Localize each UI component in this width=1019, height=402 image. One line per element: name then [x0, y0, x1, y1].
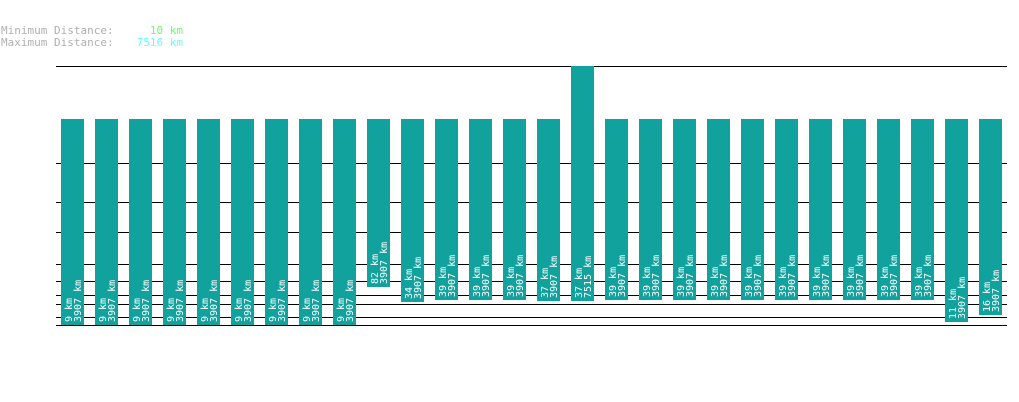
- bar-label-max: 3907 km: [107, 280, 118, 322]
- bar-label-min: 39 km: [812, 267, 823, 297]
- bar: [367, 119, 390, 287]
- bar-label-min: 82 km: [370, 254, 381, 284]
- bar-label-min: 9 km: [200, 298, 211, 322]
- bar-label-min: 9 km: [98, 298, 109, 322]
- bar-label-max: 3907 km: [209, 280, 220, 322]
- bar: [299, 119, 322, 325]
- bar-label-max: 3907 km: [889, 255, 900, 297]
- bar: [809, 119, 832, 300]
- bar-label-max: 3907 km: [515, 255, 526, 297]
- bar: [95, 119, 118, 325]
- min-distance-value: 10 km: [149, 24, 183, 37]
- bar: [469, 119, 492, 300]
- bar: [707, 119, 730, 300]
- bar: [435, 119, 458, 300]
- bar-label-min: 39 km: [846, 267, 857, 297]
- max-distance-label: Maximum Distance:: [1, 36, 114, 49]
- bar-label-min: 39 km: [710, 267, 721, 297]
- bar: [401, 119, 424, 302]
- bar: [61, 119, 84, 325]
- bar-label-max: 3907 km: [481, 255, 492, 297]
- bar-label-max: 3907 km: [413, 257, 424, 299]
- min-distance-label: Minimum Distance:: [1, 24, 114, 37]
- bar-label-max: 3907 km: [277, 280, 288, 322]
- bar: [673, 119, 696, 300]
- bar-label-min: 34 km: [404, 269, 415, 299]
- bar-label-min: 11 km: [948, 289, 959, 319]
- bar-label-max: 3907 km: [651, 255, 662, 297]
- bar-label-min: 37 km: [540, 268, 551, 298]
- bar-label-max: 3907 km: [685, 255, 696, 297]
- bar-label-min: 16 km: [982, 282, 993, 312]
- max-distance-value: 7516 km: [136, 36, 183, 49]
- bar: [537, 119, 560, 301]
- bar-label-max: 3907 km: [549, 256, 560, 298]
- bar-label-min: 9 km: [166, 298, 177, 322]
- bar-label-min: 39 km: [744, 267, 755, 297]
- bar: [775, 119, 798, 300]
- bar-label-max: 3907 km: [991, 270, 1002, 312]
- bar-label-max: 3907 km: [617, 255, 628, 297]
- bar-label-min: 39 km: [608, 267, 619, 297]
- bar-label-max: 3907 km: [855, 255, 866, 297]
- bar-label-max: 3907 km: [345, 280, 356, 322]
- bar: [163, 119, 186, 325]
- bar-label-min: 9 km: [302, 298, 313, 322]
- bar-label-min: 9 km: [234, 298, 245, 322]
- bar-label-max: 3907 km: [175, 280, 186, 322]
- bar-label-min: 9 km: [64, 298, 75, 322]
- bar-label-max: 3907 km: [73, 280, 84, 322]
- bar-label-max: 3907 km: [243, 280, 254, 322]
- bar-label-max: 3907 km: [141, 280, 152, 322]
- bar-label-min: 39 km: [642, 267, 653, 297]
- bar: [945, 119, 968, 322]
- bar-label-min: 9 km: [132, 298, 143, 322]
- bar: [571, 66, 594, 301]
- bar: [911, 119, 934, 300]
- bar-label-min: 9 km: [268, 298, 279, 322]
- bar: [979, 119, 1002, 315]
- bar-label-max: 3907 km: [311, 280, 322, 322]
- bar: [265, 119, 288, 325]
- bar-label-min: 39 km: [472, 267, 483, 297]
- max-distance-row: Maximum Distance: 7516 km: [1, 37, 183, 49]
- bar-label-max: 3907 km: [787, 255, 798, 297]
- bar-label-min: 37 km: [574, 268, 585, 298]
- bar: [741, 119, 764, 300]
- distance-stats: Minimum Distance: 10 km Maximum Distance:…: [1, 25, 183, 49]
- bar: [843, 119, 866, 300]
- bar-label-min: 39 km: [506, 267, 517, 297]
- bar: [231, 119, 254, 325]
- bar-label-max: 3907 km: [753, 255, 764, 297]
- min-distance-row: Minimum Distance: 10 km: [1, 25, 183, 37]
- bar-label-max: 3907 km: [923, 255, 934, 297]
- bar-label-min: 39 km: [778, 267, 789, 297]
- bar-label-max: 3907 km: [447, 255, 458, 297]
- bar-label-min: 9 km: [336, 298, 347, 322]
- bar-label-min: 39 km: [676, 267, 687, 297]
- bar: [639, 119, 662, 300]
- bar-label-max: 3907 km: [379, 242, 390, 284]
- bar: [129, 119, 152, 325]
- bar-label-max: 3907 km: [821, 255, 832, 297]
- bar-label-max: 3907 km: [719, 255, 730, 297]
- bar: [503, 119, 526, 300]
- bar-label-max: 7515 km: [583, 256, 594, 298]
- bar: [333, 119, 356, 325]
- bar: [197, 119, 220, 325]
- bar-label-min: 39 km: [914, 267, 925, 297]
- bar: [877, 119, 900, 300]
- bar-label-min: 39 km: [880, 267, 891, 297]
- bar: [605, 119, 628, 300]
- bar-label-min: 39 km: [438, 267, 449, 297]
- bar-label-max: 3907 km: [957, 277, 968, 319]
